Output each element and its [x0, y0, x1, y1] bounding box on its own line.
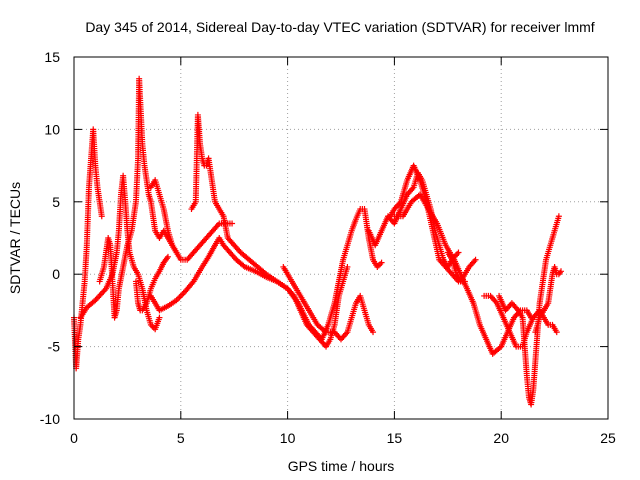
x-tick-label: 20	[493, 430, 509, 446]
y-tick-label: -10	[40, 411, 60, 427]
y-tick-label: 0	[52, 266, 60, 282]
data-point	[455, 249, 462, 256]
x-tick-label: 25	[600, 430, 616, 446]
data-point	[555, 213, 562, 220]
y-axis-label: SDTVAR / TECUs	[7, 182, 23, 294]
data-point	[558, 268, 565, 275]
y-tick-label: 5	[52, 194, 60, 210]
axis-ticks	[73, 56, 609, 420]
data-point	[179, 291, 186, 298]
chart-title: Day 345 of 2014, Sidereal Day-to-day VTE…	[85, 19, 594, 35]
data-point	[553, 329, 560, 336]
data-point	[164, 253, 171, 260]
data-point	[229, 220, 236, 227]
data-point	[378, 259, 385, 266]
x-axis-label: GPS time / hours	[288, 458, 395, 474]
plot-frame	[73, 56, 609, 420]
data-point	[370, 329, 377, 336]
data-markers	[71, 75, 565, 408]
x-tick-label: 0	[70, 430, 78, 446]
data-point	[176, 294, 183, 301]
data-point	[98, 213, 105, 220]
y-tick-label: 10	[44, 121, 60, 137]
data-point	[173, 249, 180, 256]
x-tick-label: 5	[177, 430, 185, 446]
y-tick-label: -5	[48, 339, 61, 355]
x-tick-label: 15	[387, 430, 403, 446]
tick-labels: 0 5 10 15 20 25 -10 -5 0 5 10 15	[40, 49, 616, 446]
y-tick-label: 15	[44, 49, 60, 65]
data-point	[472, 256, 479, 263]
data-point	[156, 314, 163, 321]
data-point	[344, 263, 351, 270]
data-point	[177, 292, 184, 299]
x-tick-label: 10	[280, 430, 296, 446]
data-point	[377, 261, 384, 268]
